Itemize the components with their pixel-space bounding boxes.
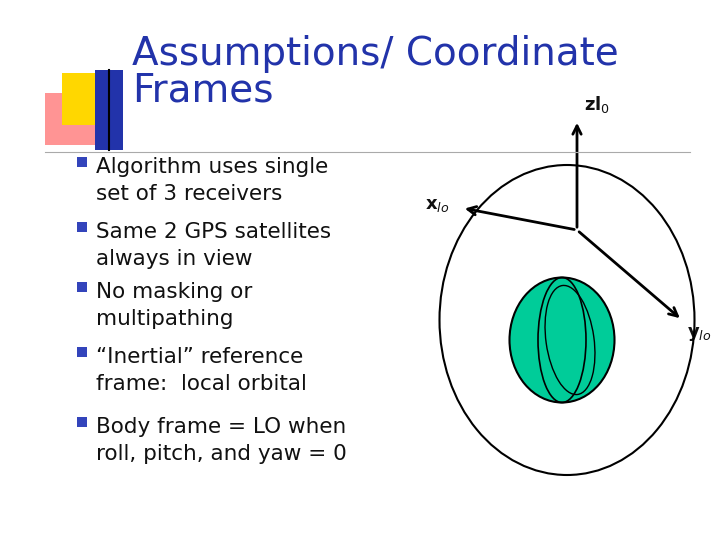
Text: Algorithm uses single
set of 3 receivers: Algorithm uses single set of 3 receivers xyxy=(96,157,328,204)
Text: No masking or
multipathing: No masking or multipathing xyxy=(96,282,253,329)
Bar xyxy=(77,417,87,427)
Text: Same 2 GPS satellites
always in view: Same 2 GPS satellites always in view xyxy=(96,222,331,269)
Text: y$_{lo}$: y$_{lo}$ xyxy=(687,325,711,343)
Text: “Inertial” reference
frame:  local orbital: “Inertial” reference frame: local orbita… xyxy=(96,347,307,394)
Bar xyxy=(45,93,97,145)
Text: x$_{lo}$: x$_{lo}$ xyxy=(425,196,449,214)
Bar xyxy=(95,70,123,150)
Bar xyxy=(62,73,114,125)
Bar xyxy=(77,157,87,167)
Text: zl$_0$: zl$_0$ xyxy=(584,94,610,115)
Text: Assumptions/ Coordinate: Assumptions/ Coordinate xyxy=(132,35,618,73)
Bar xyxy=(77,282,87,292)
Bar xyxy=(77,222,87,232)
Text: Body frame = LO when
roll, pitch, and yaw = 0: Body frame = LO when roll, pitch, and ya… xyxy=(96,417,347,464)
Text: Frames: Frames xyxy=(132,72,274,110)
Bar xyxy=(77,347,87,357)
Ellipse shape xyxy=(510,278,614,402)
